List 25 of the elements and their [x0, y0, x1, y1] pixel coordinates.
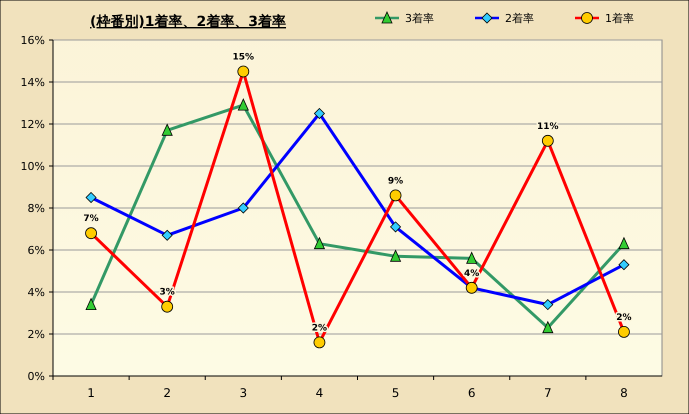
legend-label: 2着率 — [505, 12, 534, 25]
y-tick-label: 6% — [28, 244, 45, 257]
legend-label: 3着率 — [405, 12, 434, 25]
x-tick-label: 6 — [468, 386, 476, 400]
y-tick-label: 14% — [20, 76, 45, 89]
data-label: 9% — [388, 176, 404, 186]
data-label: 7% — [83, 214, 99, 224]
x-tick-label: 8 — [620, 386, 628, 400]
x-tick-label: 2 — [163, 386, 172, 400]
data-label: 15% — [232, 52, 254, 62]
y-tick-label: 8% — [28, 202, 45, 215]
data-label: 11% — [537, 122, 559, 132]
y-tick-label: 4% — [28, 286, 45, 299]
y-tick-label: 0% — [28, 370, 45, 383]
x-tick-label: 7 — [544, 386, 552, 400]
y-tick-label: 16% — [20, 34, 45, 47]
x-tick-label: 5 — [392, 386, 400, 400]
x-tick-label: 3 — [239, 386, 248, 400]
y-tick-label: 12% — [20, 118, 45, 131]
y-tick-label: 10% — [20, 160, 45, 173]
x-tick-label: 1 — [87, 386, 95, 400]
chart-title: (枠番別)1着率、2着率、3着率 — [90, 13, 286, 30]
y-tick-label: 2% — [28, 328, 45, 341]
x-tick-label: 4 — [316, 386, 324, 400]
legend-label: 1着率 — [605, 12, 634, 25]
